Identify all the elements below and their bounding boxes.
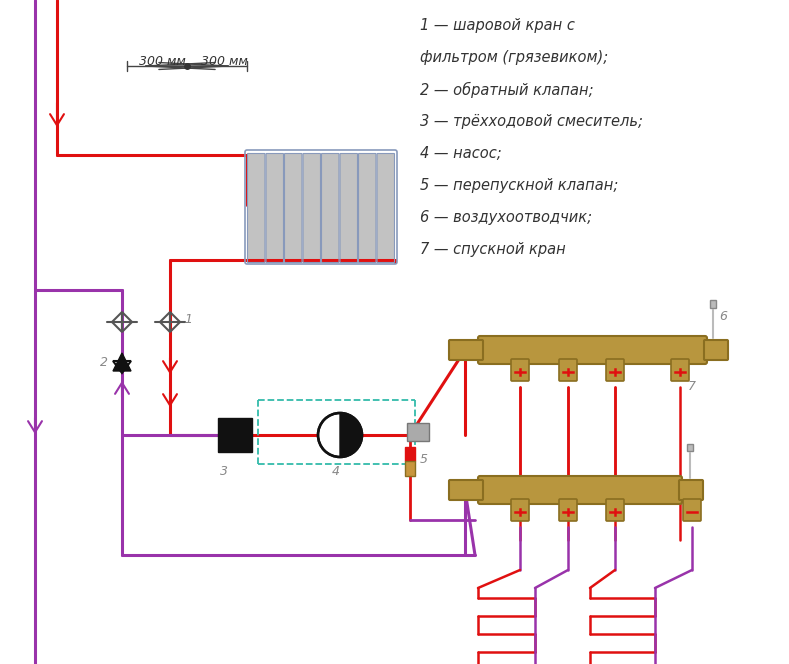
Text: 7: 7 [688,380,696,393]
FancyBboxPatch shape [321,153,339,262]
Polygon shape [340,413,362,457]
FancyBboxPatch shape [606,359,624,381]
Bar [710,300,716,308]
Text: 1: 1 [184,313,192,325]
FancyBboxPatch shape [679,480,703,500]
Text: 300 мм: 300 мм [200,55,248,68]
FancyBboxPatch shape [704,340,728,360]
Bar [407,423,429,441]
FancyBboxPatch shape [321,153,339,262]
Circle shape [318,413,362,457]
Polygon shape [220,420,235,450]
Bar [218,418,252,452]
Text: 3: 3 [220,465,228,478]
FancyBboxPatch shape [266,153,283,262]
Polygon shape [235,420,250,450]
FancyBboxPatch shape [683,499,701,521]
Text: 4 — насос;: 4 — насос; [420,146,502,161]
FancyBboxPatch shape [285,153,302,262]
FancyBboxPatch shape [478,476,682,504]
Text: 5 — перепускной клапан;: 5 — перепускной клапан; [420,178,619,193]
Text: 6: 6 [719,309,727,323]
Text: 2 — обратный клапан;: 2 — обратный клапан; [420,82,593,98]
FancyBboxPatch shape [606,499,624,521]
Text: 2: 2 [100,355,108,369]
Text: фильтром (грязевиком);: фильтром (грязевиком); [420,50,608,65]
Text: 1 — шаровой кран с: 1 — шаровой кран с [420,18,575,33]
Polygon shape [113,353,131,371]
Text: 6 — воздухоотводчик;: 6 — воздухоотводчик; [420,210,592,225]
Text: 300 мм: 300 мм [139,55,185,68]
FancyBboxPatch shape [511,499,529,521]
FancyBboxPatch shape [303,153,320,262]
FancyBboxPatch shape [266,153,283,262]
FancyBboxPatch shape [340,153,357,262]
FancyBboxPatch shape [511,359,529,381]
FancyBboxPatch shape [340,153,357,262]
FancyBboxPatch shape [449,340,483,360]
Bar [687,444,693,451]
FancyBboxPatch shape [559,499,577,521]
FancyBboxPatch shape [303,153,320,262]
FancyBboxPatch shape [248,153,265,262]
Text: 7 — спускной кран: 7 — спускной кран [420,242,566,257]
FancyBboxPatch shape [248,153,265,262]
Bar [405,447,415,461]
Text: 3 — трёхходовой смеситель;: 3 — трёхходовой смеситель; [420,114,643,129]
FancyBboxPatch shape [285,153,302,262]
FancyBboxPatch shape [449,480,483,500]
FancyBboxPatch shape [358,153,376,262]
FancyBboxPatch shape [377,153,394,262]
FancyBboxPatch shape [358,153,376,262]
FancyBboxPatch shape [377,153,394,262]
Text: 5: 5 [420,453,428,466]
FancyBboxPatch shape [559,359,577,381]
FancyBboxPatch shape [478,336,707,364]
Bar [405,461,415,476]
FancyBboxPatch shape [671,359,689,381]
Text: 4: 4 [332,465,340,478]
